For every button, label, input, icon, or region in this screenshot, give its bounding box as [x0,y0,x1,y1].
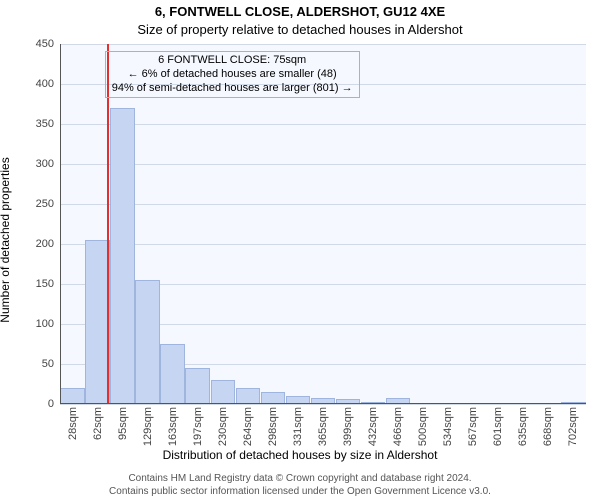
gridline-h [60,44,586,45]
y-tick-label: 200 [36,238,54,250]
y-axis-line [60,44,61,404]
y-tick-label: 350 [36,118,54,130]
page-title: 6, FONTWELL CLOSE, ALDERSHOT, GU12 4XE [0,4,600,19]
info-box-line: 6 FONTWELL CLOSE: 75sqm [112,54,353,68]
footnote-line-2: Contains public sector information licen… [0,486,600,499]
x-tick-label: 567sqm [467,407,479,446]
plot-area: 6 FONTWELL CLOSE: 75sqm← 6% of detached … [60,44,586,404]
y-tick-label: 300 [36,158,54,170]
x-tick-label: 534sqm [442,407,454,446]
x-tick-label: 62sqm [92,407,104,440]
x-tick-label: 635sqm [517,407,529,446]
gridline-h [60,164,586,165]
x-tick-label: 331sqm [292,407,304,446]
x-tick-label: 197sqm [192,407,204,446]
x-axis-label: Distribution of detached houses by size … [0,448,600,462]
x-tick-label: 432sqm [367,407,379,446]
y-tick-label: 100 [36,318,54,330]
histogram-bar [160,344,185,404]
y-tick-label: 0 [48,398,54,410]
histogram-bar [211,380,236,404]
gridline-h [60,204,586,205]
histogram-bar [185,368,210,404]
y-tick-label: 450 [36,38,54,50]
x-tick-label: 129sqm [142,407,154,446]
x-tick-label: 365sqm [317,407,329,446]
y-tick-label: 150 [36,278,54,290]
x-tick-label: 466sqm [392,407,404,446]
y-tick-label: 50 [42,358,54,370]
x-tick-label: 95sqm [117,407,129,440]
x-tick-label: 500sqm [417,407,429,446]
x-tick-label: 601sqm [492,407,504,446]
x-tick-label: 28sqm [67,407,79,440]
footnote-line-1: Contains HM Land Registry data © Crown c… [0,473,600,486]
y-tick-label: 250 [36,198,54,210]
x-tick-label: 668sqm [542,407,554,446]
histogram-bar [236,388,261,404]
info-box: 6 FONTWELL CLOSE: 75sqm← 6% of detached … [105,51,360,98]
histogram-bar [60,388,85,404]
page-subtitle: Size of property relative to detached ho… [0,22,600,37]
footnote: Contains HM Land Registry data © Crown c… [0,473,600,498]
x-tick-label: 163sqm [167,407,179,446]
info-box-line: 94% of semi-detached houses are larger (… [112,82,353,96]
x-axis-line [60,403,586,404]
y-axis-label: Number of detached properties [0,157,12,322]
x-tick-label: 264sqm [242,407,254,446]
info-box-line: ← 6% of detached houses are smaller (48) [112,68,353,82]
gridline-h [60,124,586,125]
x-tick-label: 399sqm [342,407,354,446]
gridline-h [60,244,586,245]
gridline-h [60,404,586,405]
histogram-bar [135,280,160,404]
x-tick-label: 702sqm [567,407,579,446]
histogram-bar [110,108,135,404]
y-tick-label: 400 [36,78,54,90]
x-tick-label: 298sqm [267,407,279,446]
x-tick-label: 230sqm [217,407,229,446]
histogram-plot: 6 FONTWELL CLOSE: 75sqm← 6% of detached … [60,44,586,404]
